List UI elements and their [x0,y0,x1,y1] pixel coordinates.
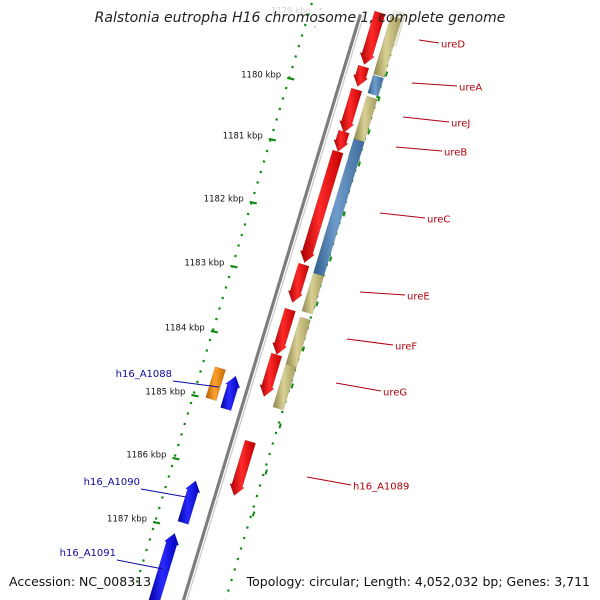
gene-tick [301,346,306,352]
gene-label-h16_A1091[interactable]: h16_A1091 [60,548,116,559]
gene-tick [278,423,282,429]
left-guide-track [135,2,313,583]
gene-label-ureD[interactable]: ureD [441,40,465,51]
gene-tick [377,96,381,102]
kbp-tick-label: 1183 kbp [184,258,224,268]
kbp-tick-mark [191,393,199,398]
gene-leader-line [402,116,450,123]
gene-tick [251,511,256,517]
gene-label-ureJ[interactable]: ureJ [451,119,470,130]
gene-leader-line [306,476,352,486]
kbp-tick-label: 1184 kbp [165,323,205,333]
kbp-tick-label: 1182 kbp [204,194,244,204]
kbp-tick-mark [230,264,238,269]
forward-gene-ureE[interactable] [287,262,310,304]
forward-gene-ureD[interactable] [359,10,386,66]
gene-label-ureC[interactable]: ureC [427,215,450,226]
blast-hit-ureE[interactable] [301,272,325,315]
kbp-tick-mark [172,456,180,461]
gene-leader-line [411,82,458,87]
forward-gene-ureA[interactable] [352,64,370,88]
gene-leader-line [335,382,382,392]
forward-gene-ureF[interactable] [272,307,296,356]
gene-tick [315,301,319,307]
forward-gene-h16_A1089[interactable] [229,439,257,497]
kbp-tick-label: 1181 kbp [223,131,263,141]
gene-label-h16_A1090[interactable]: h16_A1090 [84,477,140,488]
kbp-tick-label: 1180 kbp [241,70,281,80]
genome-summary-label: Topology: circular; Length: 4,052,032 bp… [246,574,590,589]
gene-label-ureE[interactable]: ureE [407,292,430,303]
forward-gene-ureC[interactable] [299,149,344,264]
forward-gene-ureJ[interactable] [339,87,363,134]
gene-leader-line [418,39,440,44]
gene-label-ureB[interactable]: ureB [444,148,467,159]
accession-label: Accession: NC_008313 [9,574,152,589]
gene-tick [342,211,346,217]
kbp-tick-label: 1185 kbp [145,387,185,397]
kbp-tick-mark [210,329,219,334]
gene-leader-line [140,488,187,498]
gene-leader-line [116,559,164,570]
gene-label-h16_A1088[interactable]: h16_A1088 [116,369,172,380]
gene-tick [264,469,268,475]
gene-label-ureF[interactable]: ureF [395,342,417,353]
blast-hit-ureD[interactable] [373,15,402,78]
gene-leader-line [172,380,220,388]
gene-label-ureG[interactable]: ureG [383,388,407,399]
kbp-tick-mark [152,520,161,525]
gene-tick [367,129,371,135]
kbp-tick-mark [249,200,257,205]
gene-leader-line [395,146,443,152]
gene-tick [357,161,361,167]
forward-gene-ureB[interactable] [333,129,350,153]
gene-leader-line [379,212,426,219]
reverse-gene-h16_A1088[interactable] [220,375,241,412]
gene-leader-line [359,291,406,296]
gene-tick [328,256,333,262]
reverse-gene-h16_A1091[interactable] [148,532,180,600]
blast-hit-ureA[interactable] [367,74,385,97]
kbp-tick-mark [286,76,295,81]
gene-label-ureA[interactable]: ureA [459,83,482,94]
kbp-tick-mark [268,137,276,142]
gene-tick [384,71,389,77]
map-title: Ralstonia eutropha H16 chromosome 1, com… [94,10,506,26]
kbp-tick-label: 1187 kbp [107,514,147,524]
blast-hit-ureG[interactable] [272,363,297,411]
outer-guide-track [313,7,322,29]
gene-label-h16_A1089[interactable]: h16_A1089 [353,482,409,493]
forward-gene-ureG[interactable] [259,352,283,398]
blast-hit-h16_A1088[interactable] [205,366,226,402]
reverse-gene-h16_A1090[interactable] [177,480,201,525]
kbp-tick-label: 1186 kbp [126,450,166,460]
kbp-tick-label-faded: 1179 kbp [271,7,311,17]
gene-leader-line [346,338,394,346]
gene-tick [290,383,294,389]
